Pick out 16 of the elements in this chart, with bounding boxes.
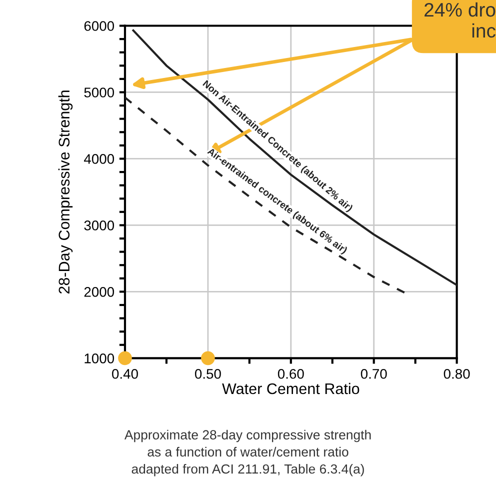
y-tick-label: 2000 [84,287,114,297]
x-tick-label: 0.70 [360,368,387,379]
y-tick-label: 6000 [84,21,114,31]
x-tick-label: 0.50 [194,368,221,379]
x-axis-title: Water Cement Ratio [222,382,360,394]
y-tick-label: 3000 [84,220,114,230]
y-tick-label: 1000 [84,354,114,364]
y-tick-label: 5000 [84,88,114,98]
y-tick-label: 4000 [84,154,114,164]
x-tick-label: 0.40 [112,368,138,379]
annotation: 24% dro inc [424,2,496,38]
text: Approximate 28-day compressive strength as a function of water/cement ratio adapted from ACI 211.91, Table 6.3.4(a) [124,430,371,476]
line-series [132,29,457,286]
y-axis-title: 28-Day Compressive Strength [58,90,73,294]
x-tick-label: 0.80 [444,368,470,379]
x-tick-label: 0.60 [278,368,304,379]
